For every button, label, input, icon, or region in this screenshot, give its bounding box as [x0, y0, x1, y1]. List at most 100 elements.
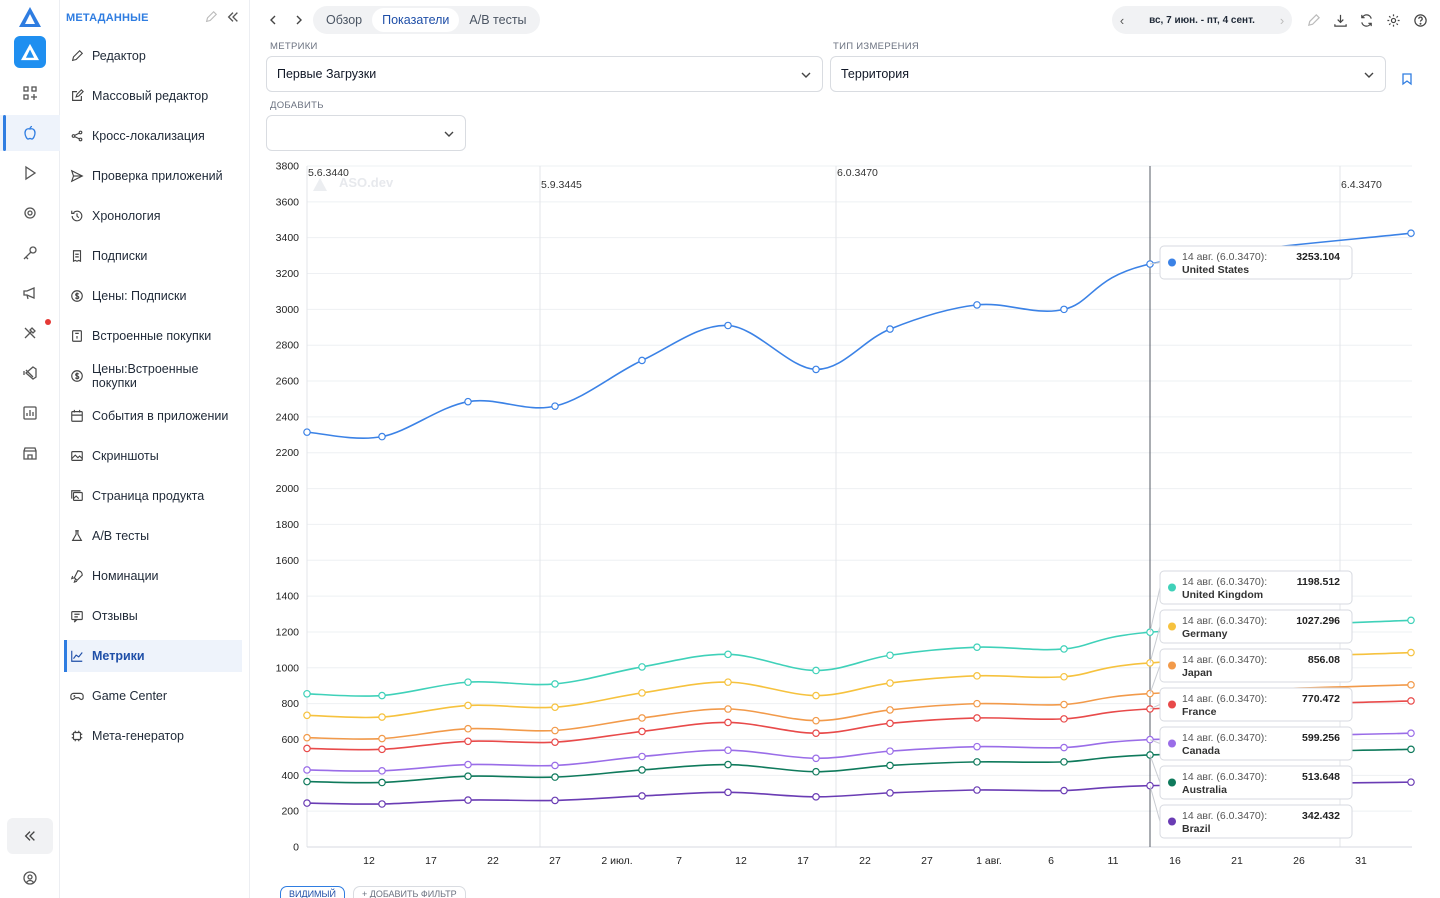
rail-apple[interactable]	[0, 115, 60, 151]
x-tick-label: 1 авг.	[976, 855, 1002, 867]
rail-vscode[interactable]	[0, 355, 60, 391]
date-prev-button[interactable]: ‹	[1119, 12, 1125, 28]
sidebar-item-0[interactable]: Редактор	[64, 40, 242, 72]
back-button[interactable]	[263, 10, 283, 30]
edit-button[interactable]	[1304, 11, 1322, 29]
tab-ab-tests[interactable]: A/B тесты	[469, 13, 527, 27]
data-point	[724, 718, 732, 727]
help-button[interactable]	[1411, 11, 1429, 29]
sidebar-item-11[interactable]: Страница продукта	[64, 480, 242, 512]
data-point	[886, 761, 894, 770]
forward-button[interactable]	[289, 10, 309, 30]
data-point	[812, 716, 820, 725]
data-point	[973, 699, 981, 708]
rail-promo[interactable]	[0, 275, 60, 311]
sidebar-item-3[interactable]: Проверка приложений	[64, 160, 242, 192]
double-chevron-left-icon[interactable]	[226, 10, 240, 24]
app-logo-icon[interactable]	[18, 6, 42, 28]
tooltip-connector	[1149, 785, 1161, 822]
sidebar-item-6[interactable]: Цены: Подписки	[64, 280, 242, 312]
sidebar-item-14[interactable]: Отзывы	[64, 600, 242, 632]
rail-tools[interactable]	[0, 315, 60, 351]
tooltip-value: 3253.104	[1296, 251, 1340, 263]
rail-keys[interactable]	[0, 235, 60, 271]
tooltip-series-name: Australia	[1182, 784, 1227, 796]
tab-overview[interactable]: Обзор	[326, 13, 363, 27]
rail-collapse-button[interactable]	[7, 818, 53, 854]
sidebar-item-8[interactable]: Цены:Встроенные покупки	[64, 360, 242, 392]
data-point	[1407, 616, 1415, 625]
sidebar-item-label: Скриншоты	[92, 449, 159, 463]
metrics-select[interactable]: Первые Загрузки	[266, 56, 823, 92]
sidebar-item-10[interactable]: Скриншоты	[64, 440, 242, 472]
x-tick-label: 6	[1048, 855, 1054, 867]
bookmark-icon[interactable]	[1400, 72, 1414, 86]
rail-apps[interactable]	[0, 75, 60, 111]
sidebar-item-label: События в приложении	[92, 409, 229, 423]
tooltip-value: 342.432	[1302, 810, 1340, 822]
refresh-button[interactable]	[1357, 11, 1375, 29]
sidebar-item-label: Цены:Встроенные покупки	[92, 362, 199, 390]
rail-account[interactable]	[0, 860, 60, 896]
tooltip-box	[1159, 687, 1353, 722]
sidebar-item-13[interactable]: Номинации	[64, 560, 242, 592]
data-point	[464, 796, 472, 804]
date-range-text: вс, 7 июн. - пт, 4 сент.	[1149, 14, 1255, 26]
refresh-icon	[1360, 13, 1372, 27]
date-range-picker[interactable]: ‹ вс, 7 июн. - пт, 4 сент. ›	[1112, 6, 1292, 34]
sidebar-item-5[interactable]: Подписки	[64, 240, 242, 272]
pencil-icon	[1307, 13, 1320, 26]
tooltip-box	[1159, 245, 1353, 280]
rail-monitor[interactable]	[0, 195, 60, 231]
data-point	[551, 773, 559, 781]
sidebar-item-16[interactable]: Game Center	[64, 680, 242, 712]
y-tick-label: 3000	[276, 304, 300, 316]
data-point	[973, 786, 981, 794]
sidebar-item-label: Хронология	[92, 209, 161, 223]
tooltip-connector	[1149, 626, 1161, 664]
data-point	[638, 356, 646, 365]
settings-button[interactable]	[1384, 11, 1402, 29]
sidebar-item-1[interactable]: Массовый редактор	[64, 80, 242, 112]
data-point	[1407, 729, 1415, 738]
y-tick-label: 2200	[276, 447, 300, 459]
sidebar-item-15[interactable]: Метрики	[64, 640, 242, 672]
y-tick-label: 400	[281, 770, 299, 782]
data-point	[378, 432, 386, 441]
sidebar-item-9[interactable]: События в приложении	[64, 400, 242, 432]
download-button[interactable]	[1331, 11, 1349, 29]
sidebar-item-4[interactable]: Хронология	[64, 200, 242, 232]
measure-select[interactable]: Территория	[830, 56, 1386, 92]
tooltip-value: 856.08	[1308, 654, 1340, 666]
flask-icon	[70, 529, 84, 543]
gallery-icon	[70, 489, 84, 503]
visible-filter-chip[interactable]: ВИДИМЫЙ	[280, 886, 345, 898]
y-tick-label: 1000	[276, 662, 300, 674]
tab-metrics[interactable]: Показатели	[372, 8, 460, 32]
sidebar-item-2[interactable]: Кросс-локализация	[64, 120, 242, 152]
data-point	[812, 365, 820, 374]
data-point	[551, 680, 559, 688]
metrics-chart[interactable]: 0 200 400 600 800 1000 1200 1400 1600 1800 2000 220…	[250, 150, 1440, 880]
app-icon-badge[interactable]	[14, 36, 46, 68]
rail-play[interactable]	[0, 155, 60, 191]
sidebar-item-7[interactable]: Встроенные покупки	[64, 320, 242, 352]
rail-store[interactable]	[0, 435, 60, 471]
sidebar-item-17[interactable]: Мета-генератор	[64, 720, 242, 752]
sidebar-item-label: Метрики	[92, 649, 145, 663]
data-point	[724, 788, 732, 797]
sidebar-item-12[interactable]: A/B тесты	[64, 520, 242, 552]
x-tick-label: 31	[1355, 855, 1367, 867]
add-filter-chip[interactable]: + ДОБАВИТЬ ФИЛЬТР	[352, 886, 466, 898]
tooltip-connector	[1149, 704, 1161, 710]
share-icon	[70, 129, 84, 143]
tooltip-connector	[1149, 754, 1161, 783]
tooltip-series-name: United States	[1182, 264, 1249, 276]
date-next-button[interactable]: ›	[1279, 12, 1285, 28]
dollar-circle-icon	[70, 289, 84, 303]
data-point	[1407, 778, 1415, 786]
rail-analytics[interactable]	[0, 395, 60, 431]
tooltip-series-name: United Kingdom	[1182, 589, 1263, 601]
pencil-icon[interactable]	[204, 10, 218, 24]
add-select[interactable]	[266, 115, 466, 151]
